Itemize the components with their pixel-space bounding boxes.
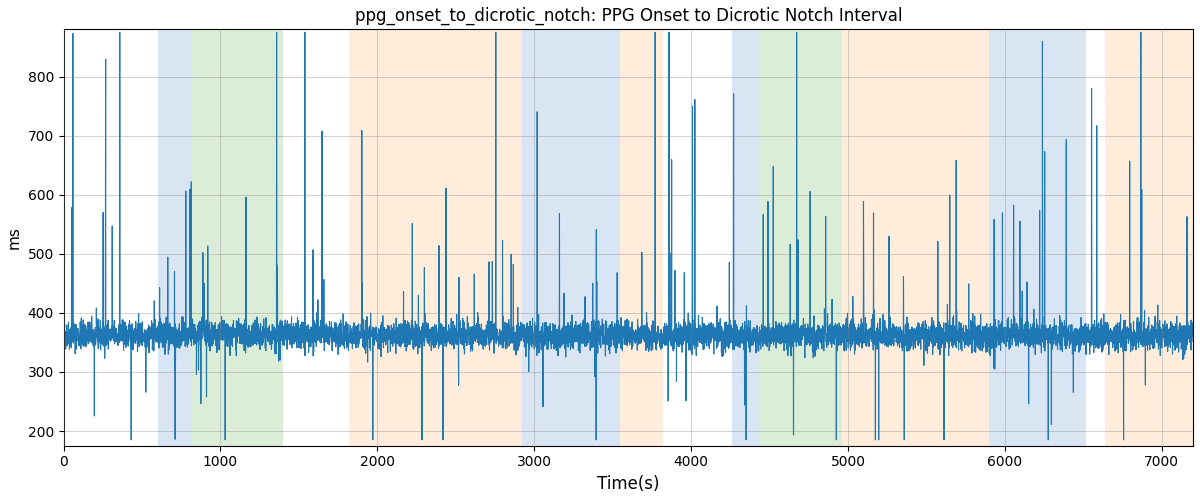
Y-axis label: ms: ms bbox=[7, 226, 22, 249]
Bar bbox=[522, 30, 620, 446]
Bar bbox=[892, 30, 989, 446]
Bar bbox=[192, 30, 283, 446]
Bar bbox=[989, 30, 1086, 446]
Bar bbox=[157, 30, 192, 446]
Bar bbox=[841, 30, 892, 446]
X-axis label: Time(s): Time(s) bbox=[598, 475, 660, 493]
Bar bbox=[620, 30, 662, 446]
Bar bbox=[758, 30, 841, 446]
Title: ppg_onset_to_dicrotic_notch: PPG Onset to Dicrotic Notch Interval: ppg_onset_to_dicrotic_notch: PPG Onset t… bbox=[354, 7, 902, 25]
Bar bbox=[385, 30, 522, 446]
Bar bbox=[1105, 30, 1193, 446]
Bar bbox=[732, 30, 758, 446]
Bar bbox=[349, 30, 385, 446]
